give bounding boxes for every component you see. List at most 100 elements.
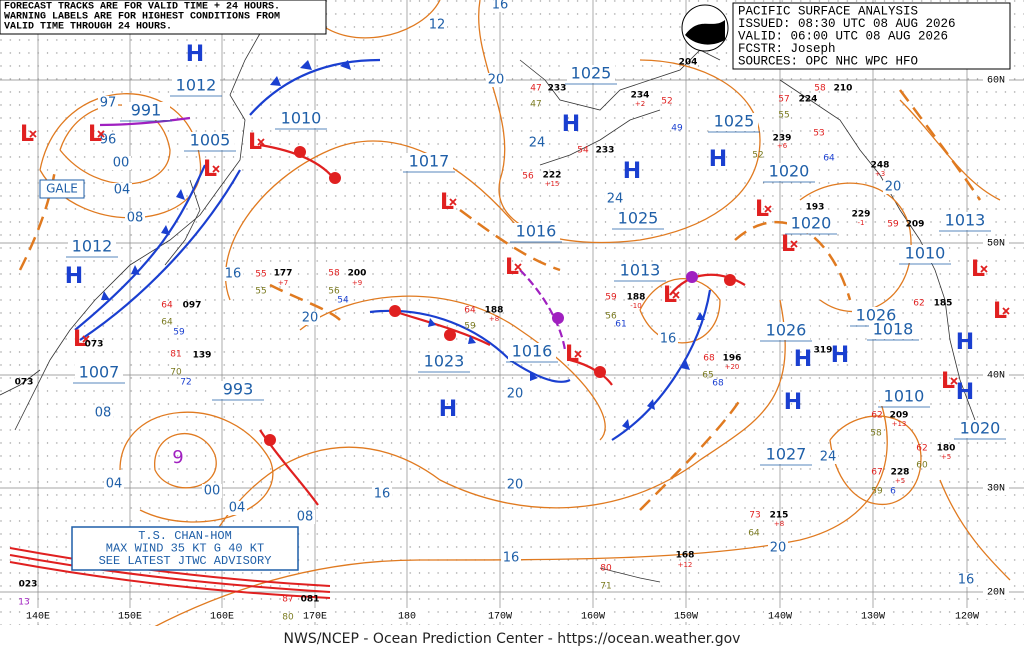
station-value: 097 <box>183 301 202 311</box>
station-value: 55 <box>255 287 266 297</box>
isobar-label-bg <box>768 541 788 555</box>
station-value: -10 <box>630 302 641 310</box>
isobar-label-bg <box>490 0 510 12</box>
isobar-label-bg <box>883 180 903 194</box>
isobar-label-bg <box>227 501 247 515</box>
isobar-label: 08 <box>127 211 144 226</box>
isobar-label-bg <box>125 211 145 225</box>
station-value: 62 <box>871 411 882 421</box>
station-value: 72 <box>180 378 191 388</box>
station-value: +20 <box>725 363 740 371</box>
station-value: 67 <box>871 468 882 478</box>
low-center: L <box>73 327 87 352</box>
pressure-label-bg <box>762 446 810 464</box>
station-value: 319 <box>814 346 833 356</box>
station-value: 60 <box>916 461 928 471</box>
pressure-label-bg <box>956 420 1004 438</box>
station-value: +12 <box>678 561 693 569</box>
station-value: 239 <box>773 134 792 144</box>
storm-box <box>71 526 299 571</box>
lon-label: 120W <box>955 612 979 623</box>
isobar-label: 04 <box>106 477 123 492</box>
lon-label: 130W <box>861 612 885 623</box>
station-value: 64 <box>161 318 173 328</box>
station-value: 6 <box>890 487 896 497</box>
isobar-label-bg <box>427 18 447 32</box>
station-value: +5 <box>895 477 905 485</box>
pressure-label: 1018 <box>873 320 914 339</box>
low-center-x <box>514 263 522 271</box>
low-center-x <box>950 377 958 385</box>
footer: NWS/NCEP - Ocean Prediction Center - htt… <box>284 631 741 647</box>
info-box <box>732 2 1011 70</box>
pressure-label: 1025 <box>571 64 612 83</box>
isobar-label-bg <box>111 156 131 170</box>
station-value: 13 <box>18 598 29 608</box>
station-value: +8 <box>774 520 784 528</box>
station-value: 073 <box>15 378 34 388</box>
isobar-label-bg <box>93 406 113 420</box>
isobar-label-bg <box>104 477 124 491</box>
station-value: 177 <box>274 269 293 279</box>
lon-label-box <box>670 608 702 622</box>
station-value: 64 <box>161 301 173 311</box>
info-line: VALID: 06:00 UTC 08 AUG 2026 <box>738 29 948 43</box>
isobar-label: 04 <box>229 501 246 516</box>
low-center-x <box>672 291 680 299</box>
pressure-label: 1010 <box>884 387 925 406</box>
station-value: 49 <box>671 124 683 134</box>
isobar-label-bg <box>486 73 506 87</box>
station-value: 209 <box>890 411 909 421</box>
lat-label: 60N <box>987 76 1005 87</box>
pressure-label: 1026 <box>766 321 807 340</box>
low-center-x <box>980 265 988 273</box>
pressure-label-bg <box>68 238 116 256</box>
station-value: 56 <box>522 172 534 182</box>
station-value: 68 <box>712 379 724 389</box>
lat-label-box <box>983 585 1009 599</box>
isobar-label-bg <box>818 450 838 464</box>
station-value: 56 <box>605 312 617 322</box>
lon-label-box <box>206 608 238 622</box>
high-center: H <box>956 330 974 355</box>
station-value: 80 <box>600 564 612 574</box>
station-value: 180 <box>937 444 956 454</box>
station-value: 65 <box>702 371 713 381</box>
station-value: 57 <box>778 95 789 105</box>
station-value: +3 <box>875 170 885 178</box>
pressure-label: 1027 <box>766 445 807 464</box>
station-value: 73 <box>749 511 760 521</box>
station-value: +6 <box>777 142 788 150</box>
header-box <box>0 0 327 35</box>
pressure-label-bg <box>567 65 615 83</box>
isobar-label-bg <box>223 267 243 281</box>
isobar-label: 97 <box>100 96 117 111</box>
lon-label: 170W <box>488 612 512 623</box>
low-center-x <box>97 130 105 138</box>
isobar-label: 20 <box>302 311 319 326</box>
isobar-label-bg <box>605 192 625 206</box>
lon-label-box <box>114 608 146 622</box>
pressure-label-bg <box>869 321 917 339</box>
isobar-label-bg <box>527 136 547 150</box>
station-value: 87 <box>282 595 293 605</box>
pressure-label: 1012 <box>72 237 113 256</box>
pressure-label: 1025 <box>618 209 659 228</box>
high-center: H <box>709 147 727 172</box>
lon-label-box <box>22 608 54 622</box>
station-value: 204 <box>679 58 698 68</box>
low-center: L <box>971 257 985 282</box>
lat-label: 20N <box>987 588 1005 599</box>
high-center: H <box>623 159 641 184</box>
station-value: 233 <box>548 84 567 94</box>
station-value: 073 <box>85 340 104 350</box>
header-line: VALID TIME THROUGH 24 HOURS. <box>4 22 172 33</box>
station-value: 185 <box>934 299 953 309</box>
isobar-label: 24 <box>607 192 624 207</box>
lat-label-box <box>983 73 1009 87</box>
isobar-label-bg <box>202 484 222 498</box>
pressure-label: 1023 <box>424 352 465 371</box>
low-center-x <box>790 240 798 248</box>
lon-label: 180 <box>398 612 416 623</box>
